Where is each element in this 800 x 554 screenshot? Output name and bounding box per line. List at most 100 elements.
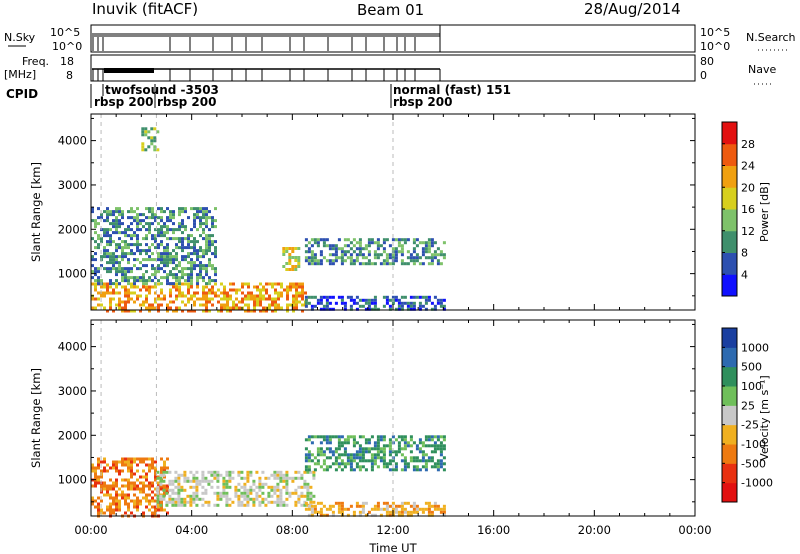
power-data-cell <box>262 306 265 310</box>
velocity-data-cell <box>412 459 416 463</box>
power-data-cell <box>202 264 205 268</box>
power-data-cell <box>199 234 202 238</box>
power-data-cell <box>106 255 109 259</box>
velocity-data-cell <box>337 441 341 445</box>
velocity-data-cell <box>222 488 226 492</box>
velocity-data-cell <box>288 494 292 498</box>
power-data-cell <box>289 285 292 289</box>
velocity-data-cell <box>364 450 368 454</box>
power-data-cell <box>142 273 145 277</box>
velocity-data-cell <box>240 476 244 480</box>
velocity-data-cell <box>106 490 109 494</box>
power-data-cell <box>118 213 121 217</box>
velocity-data-cell <box>121 493 124 497</box>
power-data-cell <box>316 262 320 266</box>
velocity-data-cell <box>394 507 398 511</box>
velocity-data-cell <box>163 484 166 488</box>
velocity-data-cell <box>388 504 392 508</box>
power-data-cell <box>313 259 317 263</box>
velocity-data-cell <box>385 504 389 508</box>
power-data-cell <box>226 294 229 298</box>
velocity-data-cell <box>97 496 100 500</box>
velocity-data-cell <box>427 444 431 448</box>
velocity-data-cell <box>213 476 217 480</box>
velocity-data-cell <box>418 447 422 451</box>
power-data-cell <box>121 300 124 304</box>
power-data-cell <box>232 306 235 310</box>
velocity-data-cell <box>316 450 320 454</box>
power-data-cell <box>148 306 151 310</box>
power-data-cell <box>115 216 118 220</box>
power-data-cell <box>385 262 389 266</box>
power-data-cell <box>151 303 154 307</box>
power-data-cell <box>187 300 190 304</box>
power-data-cell <box>283 288 286 292</box>
velocity-data-cell <box>439 453 443 457</box>
velocity-data-cell <box>127 487 130 491</box>
power-data-cell <box>202 249 205 253</box>
velocity-data-cell <box>124 496 127 500</box>
velocity-colorbar-tick-label: -25 <box>741 419 759 432</box>
velocity-data-cell <box>97 505 100 509</box>
power-data-cell <box>196 252 199 256</box>
velocity-data-cell <box>391 435 395 439</box>
power-data-cell <box>214 294 217 298</box>
velocity-data-cell <box>133 457 136 461</box>
velocity-data-cell <box>177 500 181 504</box>
power-data-cell <box>193 222 196 226</box>
velocity-data-cell <box>340 459 344 463</box>
velocity-data-cell <box>145 475 148 479</box>
power-data-cell <box>163 264 166 268</box>
velocity-data-cell <box>279 500 283 504</box>
power-data-cell <box>205 249 208 253</box>
velocity-data-cell <box>148 481 151 485</box>
velocity-colorbar-swatch <box>722 328 737 348</box>
power-data-cell <box>349 262 353 266</box>
power-data-cell <box>367 298 371 302</box>
power-data-cell <box>265 306 268 310</box>
velocity-data-cell <box>130 499 133 503</box>
velocity-data-cell <box>207 500 211 504</box>
power-data-cell <box>94 270 97 274</box>
power-data-cell <box>139 243 142 247</box>
velocity-data-cell <box>171 488 175 492</box>
velocity-data-cell <box>157 505 160 509</box>
power-data-cell <box>376 307 380 311</box>
velocity-data-cell <box>261 491 265 495</box>
velocity-data-cell <box>136 463 139 467</box>
power-data-cell <box>274 309 277 313</box>
velocity-data-cell <box>252 488 256 492</box>
velocity-data-cell <box>112 466 115 470</box>
velocity-data-cell <box>312 494 316 498</box>
power-data-cell <box>133 210 136 214</box>
velocity-data-cell <box>306 482 310 486</box>
velocity-data-cell <box>376 456 380 460</box>
power-data-cell <box>196 273 199 277</box>
power-data-cell <box>148 303 151 307</box>
velocity-data-cell <box>154 460 157 464</box>
power-data-cell <box>118 306 121 310</box>
power-data-cell <box>160 297 163 301</box>
velocity-data-cell <box>433 441 437 445</box>
velocity-data-cell <box>130 463 133 467</box>
power-data-cell <box>379 253 383 257</box>
power-data-cell <box>415 253 419 257</box>
power-data-cell <box>385 259 389 263</box>
power-data-cell <box>361 253 365 257</box>
velocity-data-cell <box>412 468 416 472</box>
power-data-cell <box>106 216 109 220</box>
power-data-cell <box>181 255 184 259</box>
power-data-cell <box>202 309 205 313</box>
power-data-cell <box>220 291 223 295</box>
velocity-data-cell <box>415 510 419 514</box>
power-data-cell <box>190 264 193 268</box>
power-data-cell <box>153 148 157 152</box>
velocity-data-cell <box>156 470 160 474</box>
velocity-data-cell <box>364 447 368 451</box>
power-data-cell <box>97 216 100 220</box>
power-data-cell <box>91 255 94 259</box>
power-data-cell <box>145 270 148 274</box>
velocity-data-cell <box>127 478 130 482</box>
nsearch-tick-top: 10^5 <box>700 26 730 39</box>
velocity-data-cell <box>246 503 250 507</box>
